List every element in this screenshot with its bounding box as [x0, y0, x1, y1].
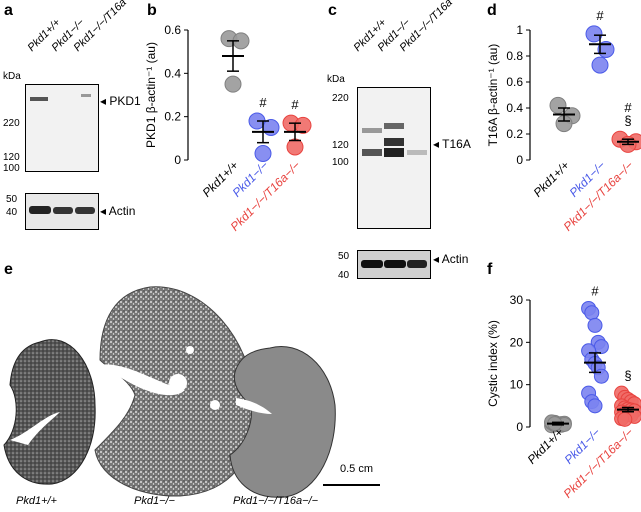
y-tick-label: 0	[516, 153, 523, 167]
significance-mark: #	[624, 100, 632, 115]
y-axis-label: PKD1 β-actin⁻¹ (au)	[144, 42, 158, 148]
y-tick-label: 20	[510, 335, 524, 349]
marker-label: 40	[338, 270, 350, 281]
band	[407, 150, 427, 155]
y-axis-label: Cystic index (%)	[486, 320, 500, 407]
kidney-caption: Pkd1−/−	[134, 495, 175, 507]
band-label-pkd1: ◂ PKD1	[100, 94, 141, 108]
cyst	[169, 374, 187, 392]
band	[362, 149, 382, 156]
panel-label-e: e	[4, 261, 13, 278]
marker-label: 220	[332, 93, 349, 104]
kidney-caption: Pkd1−/−/T16a−/−	[233, 495, 319, 507]
y-tick-label: 0.6	[164, 23, 181, 37]
marker-label: 220	[3, 118, 20, 129]
marker-label: 100	[3, 163, 20, 174]
blot-bottom	[357, 250, 431, 279]
panel-label-f: f	[487, 261, 493, 278]
panel-label-c: c	[328, 2, 337, 19]
significance-mark: §	[624, 368, 631, 383]
panel-label-b: b	[147, 2, 157, 19]
band	[81, 94, 91, 97]
kidney-dko	[229, 346, 336, 498]
cyst	[186, 346, 194, 354]
data-point	[591, 56, 609, 74]
band-label-t16a: ◂ T16A	[433, 137, 471, 151]
y-tick-label: 0.8	[506, 49, 523, 63]
significance-mark: #	[259, 95, 267, 110]
data-point	[587, 398, 603, 414]
panel-label-d: d	[487, 2, 497, 19]
data-point	[254, 145, 272, 162]
scale-bar	[323, 484, 380, 486]
marker-label: 50	[338, 251, 350, 262]
significance-mark: §	[624, 113, 631, 128]
cyst	[210, 400, 220, 410]
marker-label: 40	[6, 207, 18, 218]
kidney-wt-pelvis	[10, 412, 60, 445]
marker-label: 120	[3, 152, 20, 163]
kidney-caption: Pkd1+/+	[16, 495, 57, 507]
band	[75, 207, 95, 214]
band	[29, 206, 51, 214]
band	[53, 207, 73, 214]
data-point	[224, 75, 242, 93]
y-tick-label: 0.4	[164, 66, 181, 80]
kda-label: kDa	[327, 74, 345, 85]
data-point	[585, 25, 603, 43]
y-tick-label: 0	[516, 420, 523, 434]
marker-label: 120	[332, 140, 349, 151]
kidney-ko-pelvis	[98, 364, 185, 396]
data-point	[549, 96, 567, 114]
y-tick-label: 0	[174, 153, 181, 167]
band	[407, 260, 427, 268]
band	[384, 148, 404, 157]
kidney-dko-pelvis	[236, 398, 272, 414]
blot-top	[25, 84, 99, 172]
band-label-actin: ◂ Actin	[433, 252, 469, 266]
y-tick-label: 0.6	[506, 75, 523, 89]
y-tick-label: 0.2	[506, 127, 523, 141]
y-tick-label: 10	[510, 378, 524, 392]
significance-mark: #	[596, 8, 604, 23]
blot-top	[357, 87, 431, 229]
band	[384, 138, 404, 146]
significance-mark: #	[291, 97, 299, 112]
blot-bottom	[25, 193, 99, 230]
scale-bar-label: 0.5 cm	[340, 463, 374, 475]
kda-label: kDa	[3, 71, 21, 82]
y-tick-label: 0.4	[506, 101, 523, 115]
data-point	[587, 317, 603, 333]
y-tick-label: 1	[516, 23, 523, 37]
y-tick-label: 30	[510, 293, 524, 307]
y-tick-label: 0.2	[164, 110, 181, 124]
significance-mark: #	[591, 283, 599, 298]
band	[30, 97, 48, 101]
band	[384, 123, 404, 129]
band	[362, 128, 382, 133]
marker-label: 100	[332, 157, 349, 168]
marker-label: 50	[6, 194, 18, 205]
y-axis-label: T16A β-actin⁻¹ (au)	[486, 44, 500, 147]
kidney-wt	[3, 339, 96, 485]
band	[384, 260, 406, 268]
panel-label-a: a	[4, 2, 13, 19]
band-label-actin: ◂ Actin	[100, 204, 136, 218]
band	[361, 260, 383, 268]
